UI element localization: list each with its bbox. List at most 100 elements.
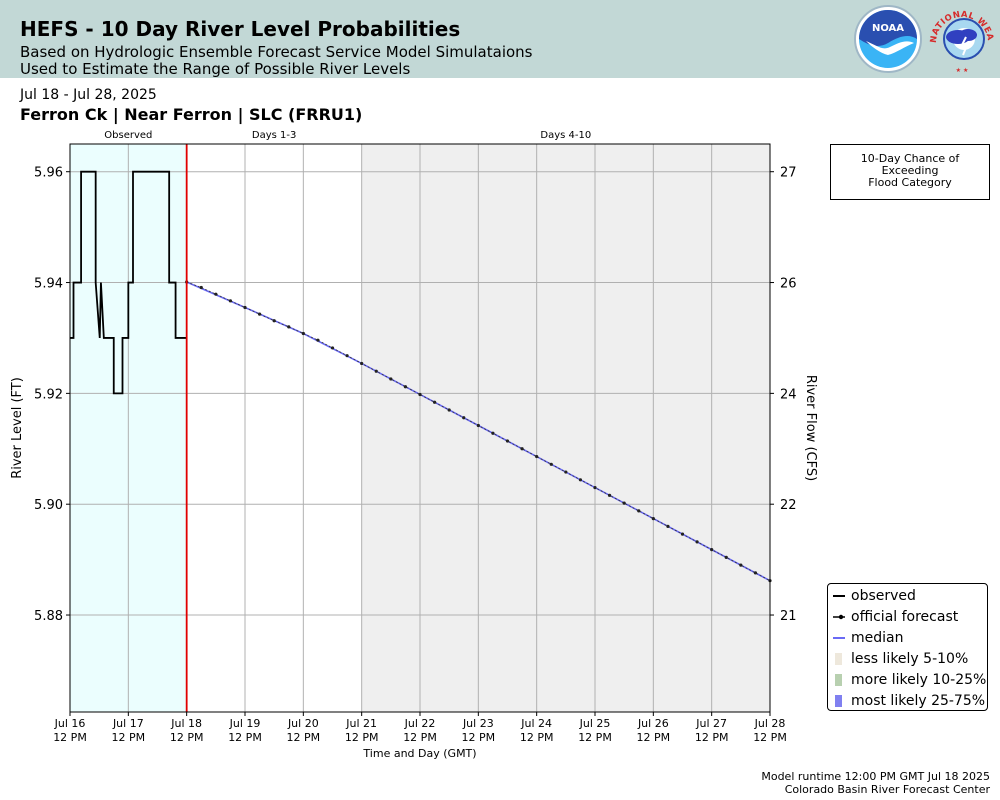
x-tick-label-date-0: Jul 16 [54, 717, 86, 730]
x-tick-label-time-4: 12 PM [287, 731, 321, 744]
period-shade-1 [186, 144, 362, 712]
forecast-point [753, 571, 758, 575]
legend-label-less-likely: less likely 5-10% [851, 651, 969, 667]
forecast-point [710, 548, 714, 552]
x-tick-label-date-2: Jul 18 [170, 717, 202, 730]
forecast-point [564, 470, 568, 474]
legend-label-more-likely: more likely 10-25% [851, 672, 987, 688]
x-tick-label-time-10: 12 PM [637, 731, 671, 744]
forecast-point [243, 305, 247, 310]
x-tick-label-date-1: Jul 17 [112, 717, 144, 730]
model-runtime: Model runtime 12:00 PM GMT Jul 18 2025 [761, 770, 990, 783]
forecast-point [739, 563, 743, 567]
legend-item-official-forecast: official forecast [828, 607, 988, 627]
x-tick-label-time-2: 12 PM [170, 731, 204, 744]
flood-box-line-1: 10-Day Chance of [860, 152, 960, 165]
less-likely-swatch-icon [835, 653, 842, 665]
forecast-point [330, 346, 335, 350]
flood-category-box: 10-Day Chance of Exceeding Flood Categor… [830, 144, 990, 200]
x-tick-label-date-11: Jul 27 [695, 717, 727, 730]
x-tick-label-date-9: Jul 25 [579, 717, 611, 730]
forecast-point [316, 338, 320, 342]
y-tick-label-left-4: 5.96 [34, 166, 63, 181]
forecast-point [214, 292, 218, 296]
y-tick-label-right-2: 24 [780, 387, 797, 402]
x-tick-label-time-1: 12 PM [112, 731, 146, 744]
forecast-point [432, 400, 437, 404]
svg-text:NOAA: NOAA [872, 23, 904, 34]
period-label-1: Days 1-3 [252, 130, 296, 141]
forecast-point [593, 485, 597, 490]
x-tick-label-time-9: 12 PM [578, 731, 612, 744]
forecast-point [403, 385, 408, 389]
forecast-point [360, 361, 364, 366]
forecast-point [374, 369, 378, 373]
flood-box-line-2: Exceeding [881, 164, 939, 177]
x-tick-label-date-3: Jul 19 [229, 717, 261, 730]
forecast-point [228, 299, 233, 303]
forecast-point [389, 377, 393, 381]
legend-item-most-likely: most likely 25-75% [828, 691, 988, 711]
header-banner: HEFS - 10 Day River Level Probabilities … [0, 0, 1000, 78]
forecast-point [257, 312, 262, 316]
forecast-point [345, 354, 349, 358]
forecast-point [199, 285, 203, 290]
location-title: Ferron Ck | Near Ferron | SLC (FRRU1) [20, 105, 363, 124]
forecast-point [476, 423, 480, 428]
legend-item-more-likely: more likely 10-25% [828, 670, 988, 690]
page-title: HEFS - 10 Day River Level Probabilities [20, 17, 461, 41]
forecast-point [301, 331, 305, 336]
forecast-point [724, 555, 728, 559]
forecast-point [520, 447, 524, 451]
most-likely-swatch-icon [835, 695, 842, 707]
more-likely-swatch-icon [835, 674, 842, 686]
y-tick-label-right-4: 27 [780, 166, 797, 181]
x-tick-label-time-11: 12 PM [695, 731, 729, 744]
forecast-point [549, 462, 553, 466]
legend-item-observed: observed [828, 586, 988, 606]
x-tick-label-date-7: Jul 23 [462, 717, 494, 730]
x-tick-label-date-10: Jul 26 [637, 717, 669, 730]
forecast-point [418, 392, 422, 397]
median-line-icon [833, 637, 845, 639]
y-tick-label-right-3: 26 [780, 277, 797, 292]
forecast-point [680, 532, 685, 536]
forecast-point [272, 319, 276, 323]
forecast-point [535, 454, 539, 459]
observed-line-icon [833, 595, 845, 597]
x-tick-label-time-8: 12 PM [520, 731, 554, 744]
y-axis-label-right: River Flow (CFS) [803, 375, 818, 481]
page-subtitle: Based on Hydrologic Ensemble Forecast Se… [20, 43, 533, 61]
legend-label-official-forecast: official forecast [851, 609, 959, 625]
legend-item-less-likely: less likely 5-10% [828, 649, 988, 669]
date-range: Jul 18 - Jul 28, 2025 [20, 87, 157, 103]
x-tick-label-time-12: 12 PM [753, 731, 787, 744]
x-tick-label-date-4: Jul 20 [287, 717, 319, 730]
forecast-point [651, 517, 655, 521]
y-tick-label-right-0: 21 [780, 609, 797, 624]
forecast-center: Colorado Basin River Forecast Center [784, 783, 990, 796]
x-tick-label-time-5: 12 PM [345, 731, 379, 744]
legend-label-most-likely: most likely 25-75% [851, 693, 986, 709]
legend-item-median: median [828, 628, 988, 648]
forecast-point [505, 439, 510, 443]
x-tick-label-time-3: 12 PM [228, 731, 262, 744]
forecast-point [607, 493, 612, 497]
flood-box-line-3: Flood Category [868, 176, 952, 189]
forecast-point [462, 416, 466, 420]
period-shade-2 [361, 144, 770, 712]
forecast-point [287, 325, 291, 329]
forecast-point [695, 540, 699, 544]
noaa-logo: NOAA [854, 5, 922, 73]
y-tick-label-left-1: 5.90 [34, 498, 63, 513]
x-axis-label: Time and Day (GMT) [362, 747, 476, 760]
forecast-point [666, 524, 670, 528]
legend-label-observed: observed [851, 588, 916, 604]
forecast-point [491, 431, 495, 435]
forecast-point [447, 408, 451, 412]
x-tick-label-date-8: Jul 24 [520, 717, 552, 730]
svg-text:★ ★: ★ ★ [956, 67, 969, 74]
chart-legend: observed official forecast median less l… [827, 583, 988, 711]
page-subtitle-2: Used to Estimate the Range of Possible R… [20, 60, 411, 78]
